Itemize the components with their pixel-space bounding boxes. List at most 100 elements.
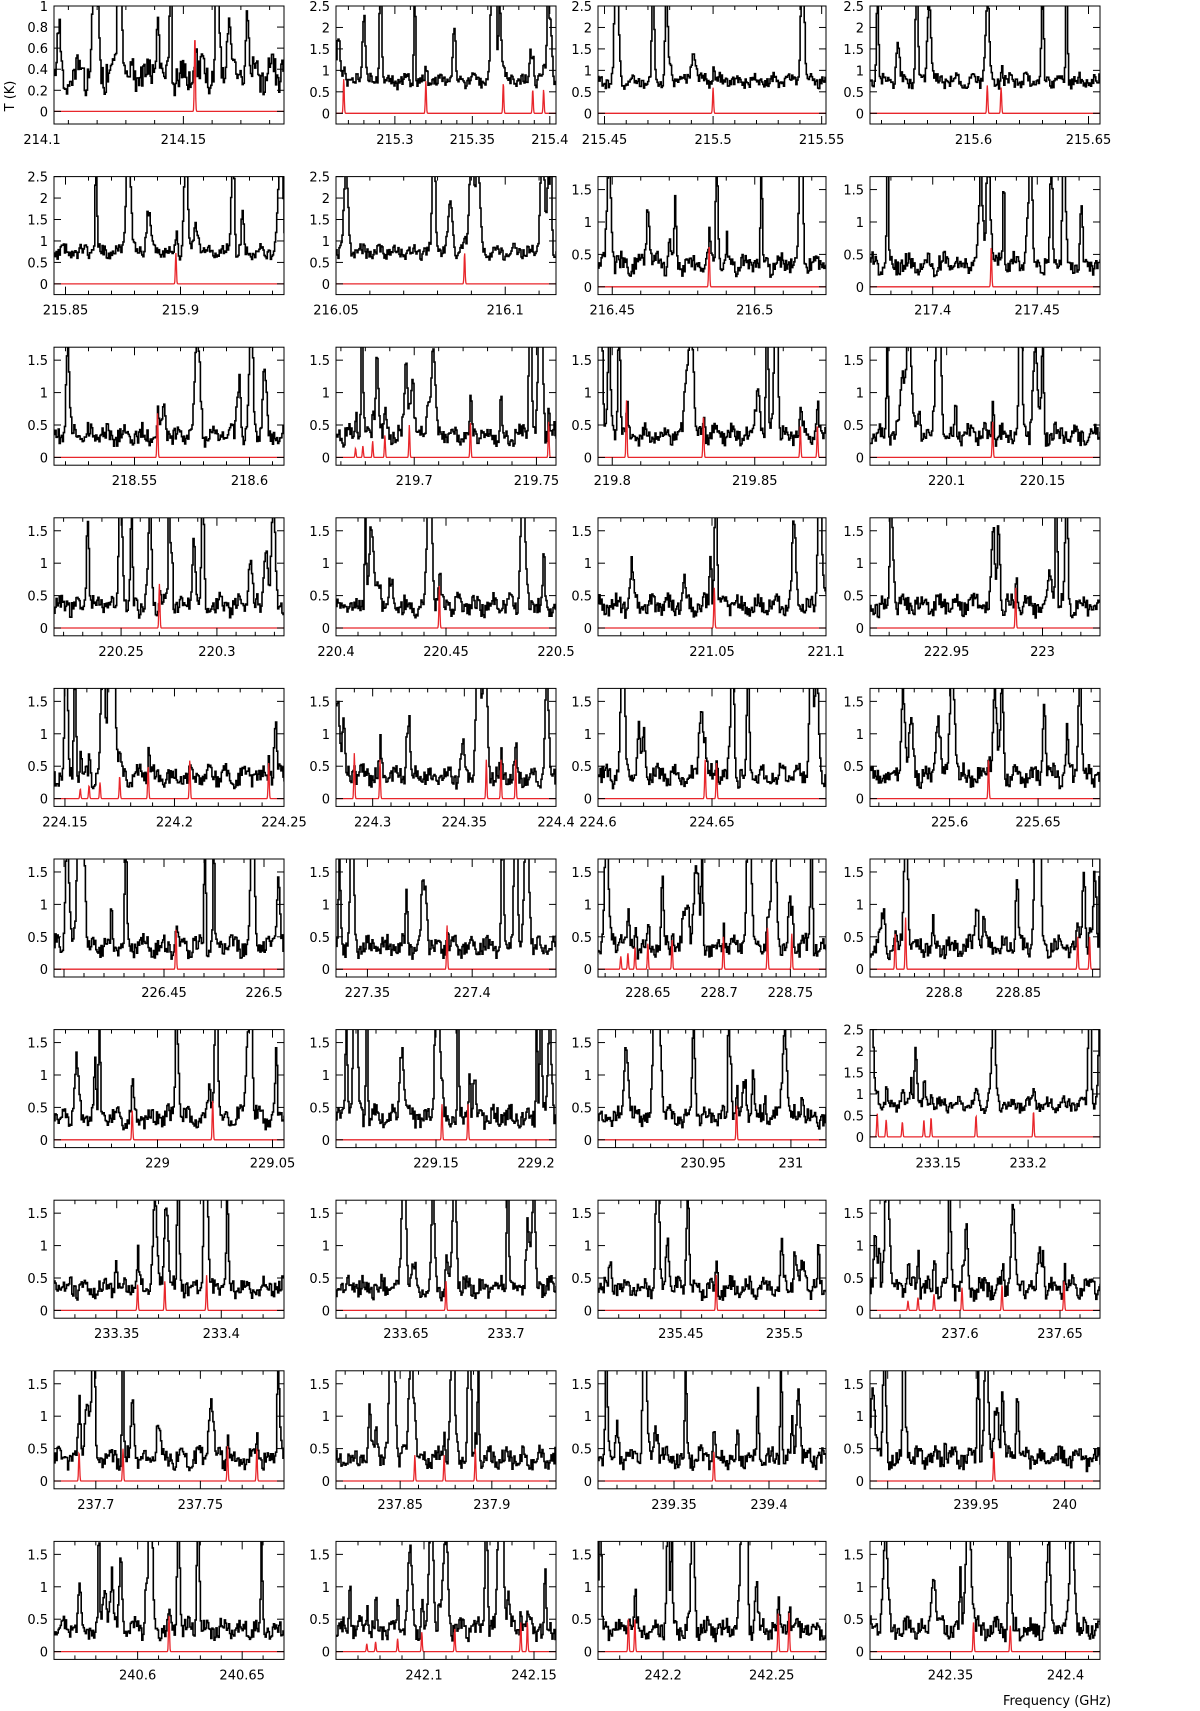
x-tick-label: 233.7 <box>487 1327 524 1342</box>
x-tick-label: 227.35 <box>345 986 391 1001</box>
observed-spectrum-line <box>336 1200 556 1302</box>
y-tick-label: 0 <box>584 107 592 122</box>
y-tick-label: 2 <box>584 21 592 36</box>
observed-spectrum-line <box>598 688 826 790</box>
y-tick-label: 0 <box>40 1475 48 1490</box>
y-tick-label: 1 <box>322 64 330 79</box>
y-tick-label: 1.5 <box>843 695 864 710</box>
y-tick-label: 1 <box>856 387 864 402</box>
observed-spectrum-line <box>601 347 826 447</box>
observed-spectrum-line <box>54 6 284 97</box>
y-tick-label: 1.5 <box>843 1378 864 1393</box>
panel-frame <box>335 5 557 125</box>
x-tick-label: 215.5 <box>694 133 731 148</box>
panel-frame <box>335 858 557 978</box>
y-tick-label: 0 <box>856 281 864 296</box>
panel-grid: 0 0.2 0.4 0.6 0.8 1 214.1 214.15 0 0.5 1 1.5 2 2.5 215… <box>23 0 1111 1683</box>
y-tick-label: 2.5 <box>309 0 330 15</box>
panel-frame <box>53 1540 285 1660</box>
x-tick-label: 240.6 <box>119 1668 156 1683</box>
y-tick-label: 0.5 <box>571 760 592 775</box>
observed-spectrum-line <box>870 517 1100 619</box>
y-tick-label: 0 <box>584 622 592 637</box>
x-tick-label: 215.3 <box>376 133 413 148</box>
y-tick-label: 1 <box>40 1581 48 1596</box>
y-tick-label: 0 <box>322 1475 330 1490</box>
observed-spectrum-line <box>336 859 556 960</box>
x-tick-label: 214.15 <box>161 133 207 148</box>
observed-spectrum-line <box>870 347 1100 447</box>
observed-spectrum-line <box>336 1370 556 1471</box>
spectrum-panel: 0 0.5 1 1.5 237.7 237.75 <box>27 1370 285 1513</box>
model-spectrum-line <box>598 87 826 114</box>
x-tick-label: 224.35 <box>442 815 488 830</box>
x-tick-label: 215.6 <box>955 133 992 148</box>
y-tick-label: 1.5 <box>309 43 330 58</box>
x-tick-label: 215.85 <box>43 304 89 319</box>
y-tick-label: 0.5 <box>843 419 864 434</box>
y-tick-label: 1.5 <box>571 1037 592 1052</box>
panel-frame <box>869 1029 1101 1149</box>
y-tick-label: 0 <box>856 1646 864 1661</box>
model-spectrum-line <box>870 760 1100 800</box>
x-tick-label: 228.65 <box>625 986 671 1001</box>
y-tick-label: 0.5 <box>27 419 48 434</box>
y-tick-label: 0 <box>856 963 864 978</box>
y-tick-label: 1.5 <box>843 1548 864 1563</box>
y-tick-label: 0.5 <box>843 1613 864 1628</box>
spectrum-panel: 0 0.5 1 1.5 242.1 242.15 <box>309 1540 557 1683</box>
y-tick-label: 0 <box>322 793 330 808</box>
panel-frame <box>869 176 1101 296</box>
y-tick-label: 2.5 <box>843 1024 864 1039</box>
y-tick-label: 0.5 <box>309 419 330 434</box>
x-tick-label: 237.85 <box>377 1498 423 1513</box>
spectrum-panel: 0 0.5 1 1.5 237.85 237.9 <box>309 1370 557 1513</box>
x-tick-label: 225.65 <box>1015 815 1061 830</box>
x-tick-label: 220.5 <box>537 645 574 660</box>
y-tick-label: 1.5 <box>571 43 592 58</box>
x-tick-label: 242.35 <box>928 1668 974 1683</box>
model-spectrum-line <box>336 1281 556 1312</box>
panel-frame <box>597 1029 827 1149</box>
observed-spectrum-line <box>336 1029 556 1130</box>
y-tick-label: 1 <box>322 387 330 402</box>
spectrum-panel: 0 0.5 1 1.5 226.45 226.5 <box>27 858 285 1001</box>
y-tick-label: 0 <box>322 622 330 637</box>
y-tick-label: 1 <box>856 1581 864 1596</box>
y-tick-label: 0 <box>856 1475 864 1490</box>
panel-frame <box>53 5 285 125</box>
y-tick-label: 0.4 <box>27 63 48 78</box>
spectrum-panel: 0 0.5 1 1.5 228.8 228.85 <box>843 858 1101 1001</box>
model-spectrum-line <box>598 1105 826 1141</box>
y-tick-label: 0.5 <box>27 590 48 605</box>
model-spectrum-line <box>870 1451 1100 1482</box>
observed-spectrum-line <box>870 1541 1100 1643</box>
observed-spectrum-line <box>870 859 1100 961</box>
observed-spectrum-line <box>54 688 284 790</box>
x-tick-label: 233.2 <box>1010 1157 1047 1172</box>
spectrum-panel: 0 0.5 1 1.5 216.45 216.5 <box>571 176 827 319</box>
y-tick-label: 0 <box>856 793 864 808</box>
y-tick-label: 1.5 <box>571 184 592 199</box>
x-tick-label: 242.25 <box>749 1668 795 1683</box>
model-spectrum-line <box>598 246 826 288</box>
model-spectrum-line <box>54 1100 284 1141</box>
y-tick-label: 0.5 <box>27 1272 48 1287</box>
y-tick-label: 2.5 <box>309 171 330 186</box>
x-tick-label: 231 <box>779 1157 804 1172</box>
y-tick-label: 1.5 <box>27 1548 48 1563</box>
y-tick-label: 0 <box>40 622 48 637</box>
y-tick-label: 1 <box>40 728 48 743</box>
x-tick-label: 224.6 <box>579 815 616 830</box>
y-tick-label: 0 <box>40 105 48 120</box>
y-tick-label: 0.5 <box>309 256 330 271</box>
y-tick-label: 0 <box>856 1131 864 1146</box>
spectrum-panel: 0 0.5 1 1.5 230.95 231 <box>571 1029 827 1172</box>
y-tick-label: 0.5 <box>843 931 864 946</box>
spectrum-panel: 0 0.5 1 1.5 2 2.5 215.3 215.35 215.4 <box>309 0 568 148</box>
spectrum-panel: 0 0.5 1 1.5 229.15 229.2 <box>309 1029 557 1172</box>
spectrum-panel: 0 0.5 1 1.5 220.4 220.45 220.5 <box>309 517 575 660</box>
spectrum-panel: 0 0.5 1 1.5 242.2 242.25 <box>571 1540 827 1683</box>
y-tick-label: 1 <box>584 728 592 743</box>
model-spectrum-line <box>598 927 826 970</box>
